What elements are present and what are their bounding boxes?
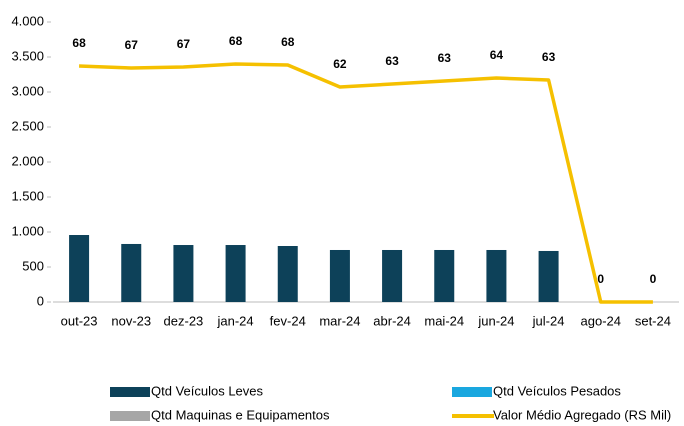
y-tick-label: 2.000 [11,153,44,168]
point-label: 62 [333,57,347,71]
x-tick-label: mai-24 [424,313,464,328]
x-tick-label: mar-24 [319,313,360,328]
y-tick-label: 3.000 [11,83,44,98]
x-tick-label: abr-24 [373,313,411,328]
x-tick-label: fev-24 [270,313,306,328]
bar [121,243,142,302]
point-label: 68 [72,36,86,50]
bar [329,249,350,302]
x-tick-label: out-23 [61,313,98,328]
bar [277,246,298,302]
y-tick-label: 1.500 [11,188,44,203]
legend-label: Qtd Maquinas e Equipamentos [151,407,330,422]
x-tick-label: ago-24 [581,313,621,328]
bar [434,249,455,302]
point-label: 68 [229,34,243,48]
bar [173,245,194,302]
line [79,62,653,304]
y-tick-label: 2.500 [11,118,44,133]
x-tick-label: set-24 [635,313,671,328]
point-label: 0 [597,272,604,286]
legend-swatch [110,411,150,421]
y-tick-label: 500 [22,258,44,273]
y-tick-label: 1.000 [11,223,44,238]
y-tick-label: 3.500 [11,48,44,63]
bar [538,250,559,302]
x-tick-label: nov-23 [111,313,151,328]
bar [225,245,246,302]
point-label: 63 [438,51,452,65]
legend-label: Qtd Veículos Leves [151,383,264,398]
point-label: 67 [177,37,191,51]
x-tick-label: jul-24 [532,313,565,328]
point-label: 68 [281,35,295,49]
point-label: 63 [542,50,556,64]
y-tick-label: 4.000 [11,13,44,28]
bar [486,249,507,302]
point-label: 67 [125,38,139,52]
legend-label: Valor Médio Agregado (RS Mil) [493,407,671,422]
x-tick-label: jun-24 [477,313,514,328]
x-tick-label: jan-24 [217,313,254,328]
point-label: 64 [490,48,504,62]
legend-swatch [110,387,150,397]
legend-swatch [452,414,494,418]
bar [69,235,90,302]
legend-label: Qtd Veículos Pesados [493,383,621,398]
x-tick-label: dez-23 [164,313,204,328]
point-label: 63 [385,54,399,68]
point-label: 0 [650,272,657,286]
legend-swatch [452,387,492,397]
bar [382,249,403,302]
y-tick-label: 0 [37,293,44,308]
